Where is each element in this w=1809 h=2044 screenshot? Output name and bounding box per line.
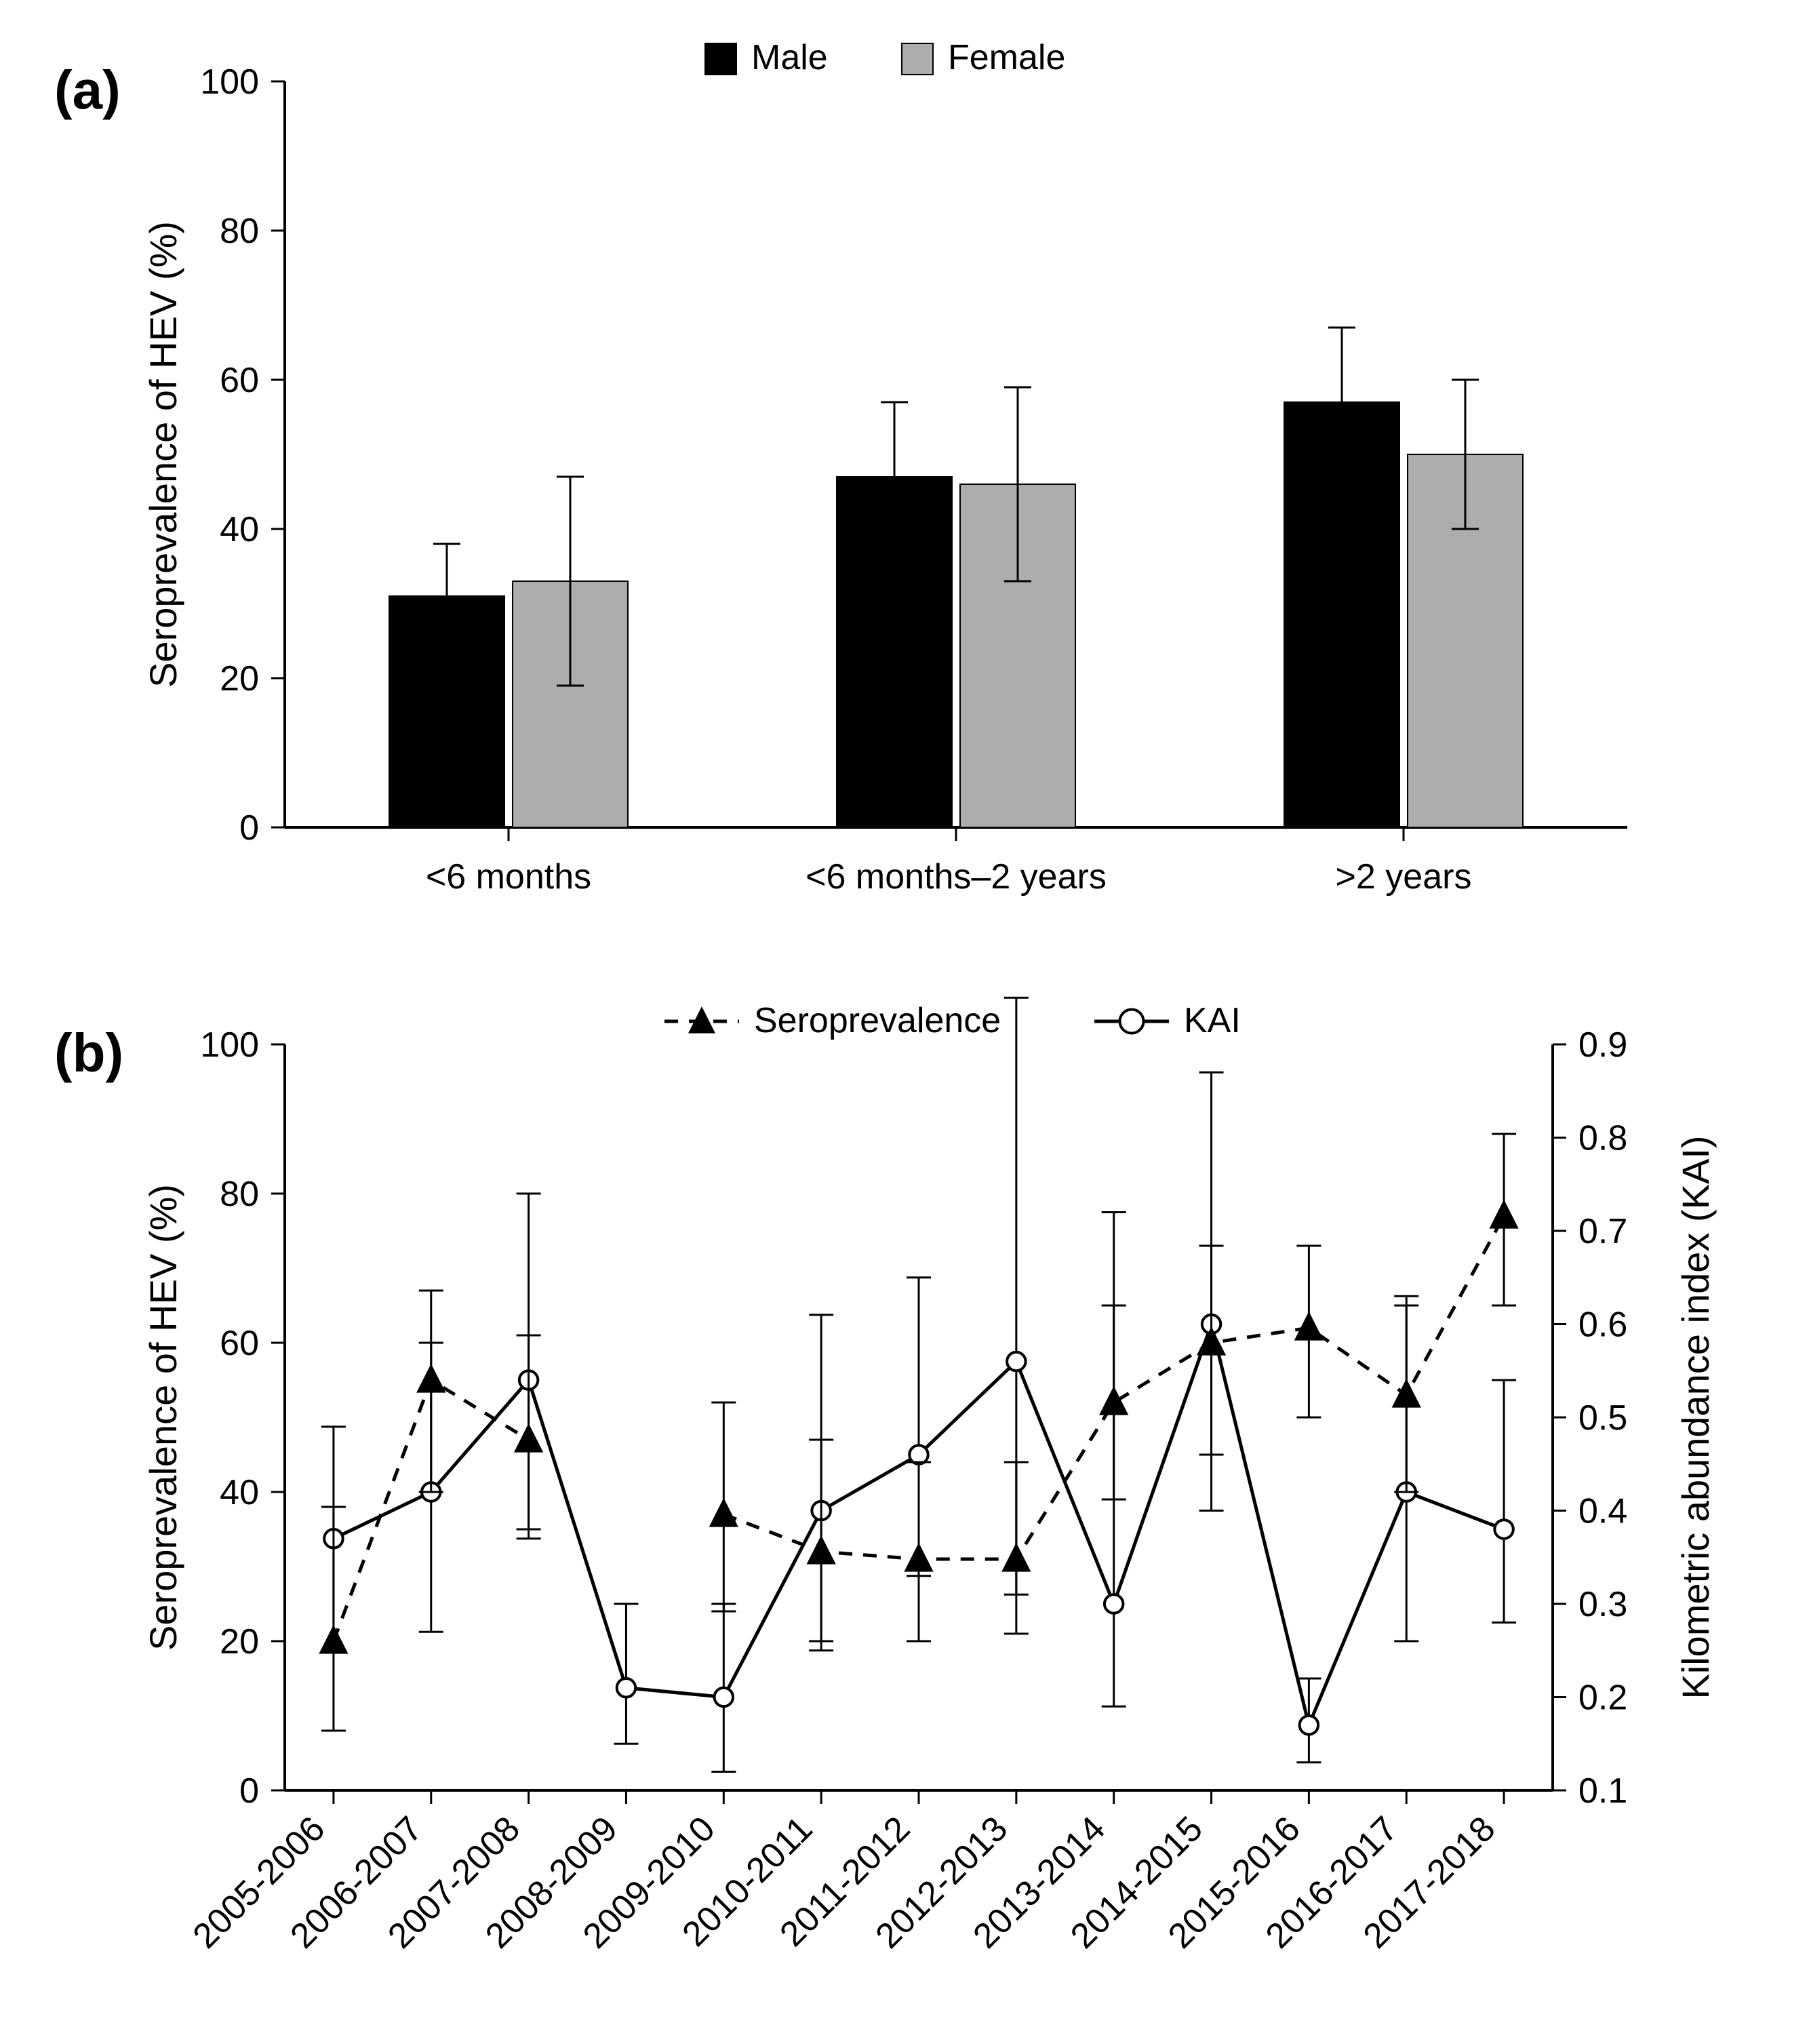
panel-a-label: (a) [54,60,121,120]
panel-b-ytick-label-left: 60 [220,1324,259,1363]
seroprevalence-line-marker [1490,1201,1517,1228]
panel-b-label: (b) [54,1023,123,1083]
legend-label-kai: KAI [1184,1001,1241,1040]
kai-line-marker [1494,1520,1513,1539]
kai-line-marker [1105,1594,1124,1613]
seroprevalence-line-marker [418,1365,445,1392]
seroprevalence-line-marker [320,1626,347,1653]
seroprevalence-line-marker [515,1425,542,1452]
panel-b-ytick-label-right: 0.6 [1578,1305,1627,1345]
panel-b-ytick-label-right: 0.3 [1578,1585,1627,1624]
panel-a-xtick-label: <6 months–2 years [806,857,1107,897]
kai-line-marker [617,1678,636,1697]
panel-a-y-label: Seroprevalence of HEV (%) [142,221,184,688]
seroprevalence-line-marker [808,1537,835,1564]
panel-b-ytick-label-left: 20 [220,1622,259,1662]
kai-line-marker [715,1688,734,1707]
seroprevalence-line-marker [1003,1544,1030,1571]
panel-b-ytick-label-right: 0.1 [1578,1771,1627,1811]
legend-label-female: Female [948,38,1065,77]
seroprevalence-line-marker [710,1499,737,1527]
panel-a-ytick-label: 0 [239,808,259,848]
seroprevalence-line-marker [1295,1313,1322,1340]
panel-a-ytick-label: 60 [220,361,259,400]
panel-b-ytick-label-right: 0.2 [1578,1678,1627,1718]
panel-b-ytick-label-right: 0.4 [1578,1492,1627,1531]
legend-label-male: Male [751,38,828,77]
panel-a-xtick-label: <6 months [426,857,591,897]
seroprevalence-line-marker [1393,1380,1420,1407]
panel-b-ytick-label-right: 0.8 [1578,1119,1627,1158]
panel-a-ytick-label: 80 [220,212,259,251]
panel-a-xtick-label: >2 years [1336,857,1472,897]
legend-swatch-male [705,43,736,75]
panel-b-ytick-label-right: 0.7 [1578,1212,1627,1251]
panel-b-ytick-label-right: 0.5 [1578,1398,1627,1438]
panel-a-ytick-label: 20 [220,659,259,699]
seroprevalence-line-marker [905,1544,932,1571]
panel-b-ytick-label-left: 80 [220,1175,259,1214]
panel-b-ytick-label-left: 40 [220,1473,259,1512]
seroprevalence-line-marker [1198,1328,1225,1355]
kai-line-marker [1007,1352,1026,1371]
panel-b-ytick-label-left: 0 [239,1771,259,1811]
panel-a-ytick-label: 100 [200,62,259,102]
panel-b-y-label-left: Seroprevalence of HEV (%) [142,1184,184,1651]
legend-label-sero: Seroprevalence [754,1001,1001,1040]
panel-b-ytick-label-right: 0.9 [1578,1025,1627,1065]
legend-marker-kai [1120,1010,1144,1034]
panel-a-ytick-label: 40 [220,510,259,549]
legend-swatch-female [902,43,933,75]
kai-line-marker [1300,1716,1319,1735]
seroprevalence-line-marker [1100,1388,1128,1415]
panel-b-y-label-right: Kilometric abundance index (KAI) [1674,1135,1717,1699]
panel-b-ytick-label-left: 100 [200,1025,259,1065]
